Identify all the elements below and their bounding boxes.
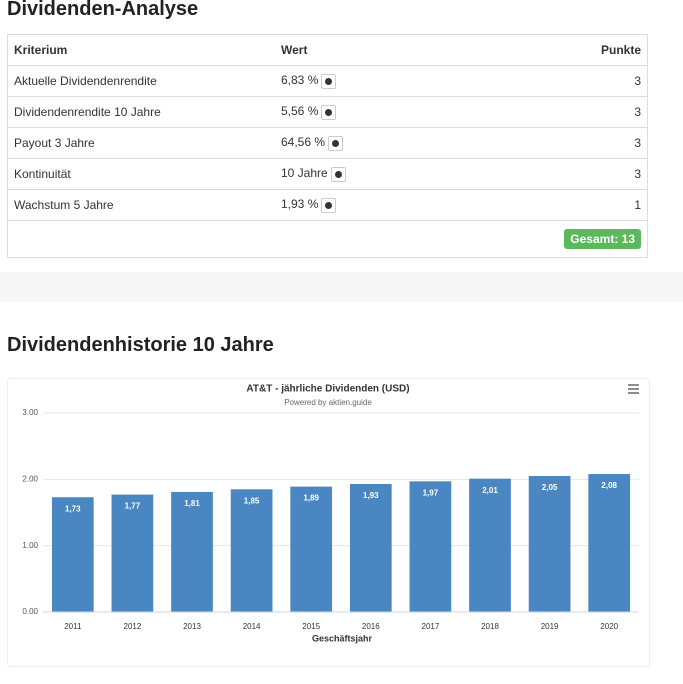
header-cell: Wert — [275, 34, 497, 66]
info-button[interactable] — [321, 104, 337, 120]
x-tick-label: 2016 — [362, 622, 380, 631]
y-tick-label: 2.00 — [22, 474, 38, 483]
bar — [171, 491, 213, 612]
cell-text: Dividendenrendite 10 Jahre — [14, 105, 161, 119]
bar — [230, 489, 273, 612]
cell-text: Aktuelle Dividendenrendite — [14, 74, 157, 88]
value-label: 1,85 — [244, 496, 260, 505]
bar — [51, 497, 94, 612]
table-cell: 1,93 % — [275, 189, 497, 221]
table-cell: Dividendenrendite 10 Jahre — [7, 96, 275, 128]
x-tick-label: 2012 — [124, 622, 142, 631]
cell-text: Payout 3 Jahre — [14, 136, 95, 150]
separator — [0, 272, 683, 302]
value-label: 1,97 — [423, 488, 439, 497]
value-label: 1,73 — [65, 504, 81, 513]
chart-title: AT&T - jährliche Dividenden (USD) — [246, 384, 409, 395]
table-cell: 64,56 % — [275, 127, 497, 159]
bar — [409, 481, 452, 612]
table-cell: 3 — [496, 158, 648, 190]
bar — [111, 494, 154, 612]
x-tick-label: 2011 — [64, 622, 82, 631]
value-label: 2,01 — [482, 486, 498, 495]
table-cell: 5,56 % — [275, 96, 497, 128]
bar — [588, 474, 631, 612]
table-cell: 3 — [496, 96, 648, 128]
chart-subtitle: Powered by aktien.guide — [284, 398, 372, 407]
x-tick-label: 2015 — [302, 622, 320, 631]
x-axis-label: Geschäftsjahr — [312, 633, 373, 643]
x-tick-label: 2017 — [422, 622, 440, 631]
value-label: 1,93 — [363, 491, 379, 500]
table-row: Wachstum 5 Jahre 1,93 % 1 — [7, 189, 648, 221]
info-button[interactable] — [328, 135, 344, 151]
section-title: Dividenden-Analyse — [7, 0, 199, 20]
header-cell: Punkte — [496, 34, 648, 66]
table-cell: Wachstum 5 Jahre — [7, 189, 275, 221]
info-button[interactable] — [330, 166, 346, 182]
value-label: 2,08 — [601, 481, 617, 490]
y-tick-label: 0.00 — [22, 607, 38, 616]
value-label: 1,89 — [303, 494, 319, 503]
cell-text: Wachstum 5 Jahre — [14, 198, 114, 212]
menu-button[interactable] — [628, 384, 639, 394]
total-badge: Gesamt: 13 — [564, 229, 641, 249]
analysis-table: Kriterium Wert Punkte Aktuelle Dividende… — [7, 34, 648, 258]
chart: AT&T - jährliche Dividenden (USD) Powere… — [22, 384, 639, 643]
cell-text: 1,93 % — [281, 197, 319, 212]
chart-container: AT&T - jährliche Dividenden (USD) Powere… — [7, 378, 650, 667]
cell-text: 3 — [634, 136, 641, 150]
bar — [349, 483, 392, 612]
table-row: Payout 3 Jahre 64,56 % 3 — [7, 127, 648, 159]
cell-text: 1 — [634, 198, 641, 212]
cell-text: Kontinuität — [14, 167, 71, 181]
x-tick-label: 2014 — [243, 622, 261, 631]
y-tick-label: 1.00 — [22, 541, 38, 550]
value-label: 1,81 — [184, 499, 200, 508]
header-cell: Kriterium — [7, 34, 275, 66]
info-button[interactable] — [321, 197, 337, 213]
table-row: Aktuelle Dividendenrendite 6,83 % 3 — [7, 65, 648, 97]
value-label: 1,77 — [125, 502, 141, 511]
table-cell: Payout 3 Jahre — [7, 127, 275, 159]
cell-text: 3 — [634, 167, 641, 181]
table-cell: 1 — [496, 189, 648, 221]
x-tick-label: 2018 — [481, 622, 499, 631]
cell-text: 10 Jahre — [281, 166, 328, 181]
cell-text: 6,83 % — [281, 73, 319, 88]
cell-text: 5,56 % — [281, 104, 319, 119]
y-tick-label: 3.00 — [22, 408, 38, 417]
table-cell: Aktuelle Dividendenrendite — [7, 65, 275, 97]
header-row: Kriterium Wert Punkte — [7, 34, 648, 66]
table-cell: 10 Jahre — [275, 158, 497, 190]
table-cell: Kontinuität — [7, 158, 275, 190]
bar — [528, 476, 571, 612]
cell-text: 64,56 % — [281, 135, 326, 150]
x-tick-label: 2019 — [541, 622, 559, 631]
x-tick-label: 2020 — [600, 622, 618, 631]
section-title: Dividendenhistorie 10 Jahre — [7, 334, 274, 356]
x-tick-label: 2013 — [183, 622, 201, 631]
table-row: Kontinuität 10 Jahre 3 — [7, 158, 648, 190]
bar — [469, 478, 511, 612]
info-button[interactable] — [321, 73, 337, 89]
table-cell: 3 — [496, 127, 648, 159]
value-label: 2,05 — [542, 483, 558, 492]
bar — [290, 486, 333, 612]
table-cell: 6,83 % — [275, 65, 497, 97]
cell-text: 3 — [634, 74, 641, 88]
table-row: Dividendenrendite 10 Jahre 5,56 % 3 — [7, 96, 648, 128]
cell-text: 3 — [634, 105, 641, 119]
table-cell: 3 — [496, 65, 648, 97]
